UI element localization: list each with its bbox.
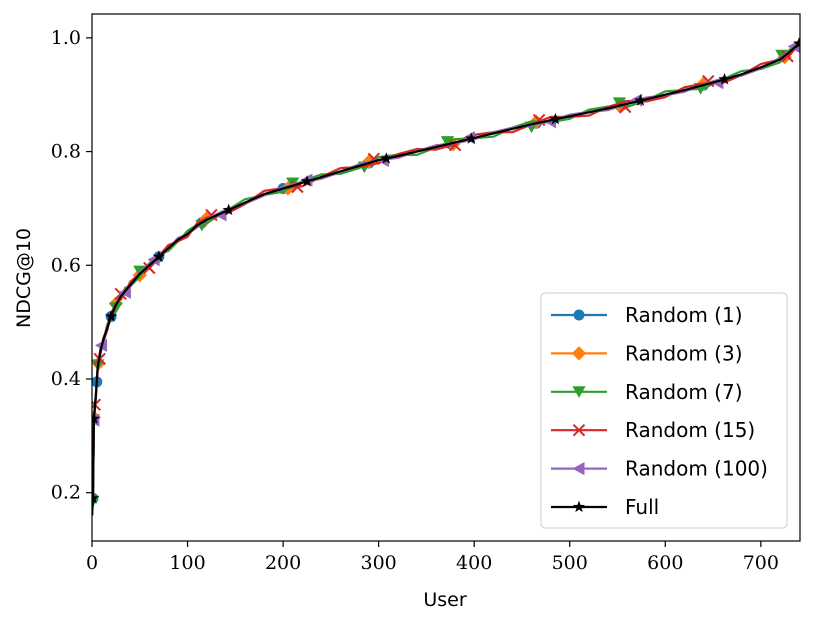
legend-item: Full (551, 495, 659, 519)
legend-marker (572, 386, 586, 398)
legend-marker (572, 423, 586, 437)
y-axis-label: NDCG@10 (13, 228, 35, 328)
x-tick-label: 500 (552, 552, 588, 574)
series-point (549, 112, 562, 125)
y-tick-label: 0.8 (51, 141, 81, 163)
series-point (711, 75, 724, 90)
x-tick-label: 700 (743, 552, 779, 574)
x-tick-label: 600 (647, 552, 683, 574)
plot-frame (91, 13, 801, 542)
legend-marker (571, 346, 587, 361)
legend-label: Random (100) (625, 457, 768, 481)
series-point (143, 261, 156, 275)
legend-label: Random (7) (625, 380, 743, 404)
plot-area (92, 37, 800, 516)
legend-label: Full (625, 495, 659, 519)
legend-marker (573, 309, 585, 321)
x-tick-label: 300 (361, 552, 397, 574)
series-point (465, 132, 478, 144)
series-point (92, 412, 100, 424)
x-tick-label: 400 (456, 552, 492, 574)
legend-label: Random (15) (625, 418, 755, 442)
legend-marker (572, 462, 585, 476)
series-point (634, 94, 647, 106)
legend-item: Random (15) (551, 418, 755, 442)
series-point (152, 250, 165, 262)
legend: Random (1) Random (3) Random (7) Random (15… (540, 292, 788, 529)
legend-label: Random (3) (625, 341, 743, 365)
series-point (300, 175, 313, 187)
legend-marker (572, 500, 586, 513)
series-point (109, 302, 123, 314)
x-tick-label: 0 (86, 552, 98, 574)
legend-box (540, 292, 788, 529)
x-tick-label: 100 (169, 552, 205, 574)
x-axis-label: User (423, 589, 466, 611)
legend-item: Random (1) (551, 303, 743, 327)
legend-label: Random (1) (625, 303, 743, 327)
series-point (440, 136, 455, 148)
legend-item: Random (3) (551, 341, 743, 365)
y-tick-label: 0.6 (51, 254, 81, 276)
series-point (793, 37, 800, 49)
y-tick-label: 0.4 (51, 368, 81, 390)
series-point (380, 152, 393, 164)
y-tick-label: 1.0 (51, 27, 81, 49)
y-tick-label: 0.2 (51, 482, 81, 504)
axes: 0 100 200 300 400 500 600 700 0.2 0.4 0.6 0.8 1.0 (51, 13, 801, 574)
x-tick-label: 200 (265, 552, 301, 574)
series-point (222, 203, 235, 216)
series-point (781, 50, 794, 63)
series-point (718, 73, 731, 85)
series-5 (92, 37, 800, 516)
series-line (92, 42, 800, 516)
legend-item: Random (100) (551, 457, 768, 481)
series-point (105, 310, 118, 322)
legend-item: Random (7) (551, 380, 743, 404)
series-point (92, 492, 99, 504)
